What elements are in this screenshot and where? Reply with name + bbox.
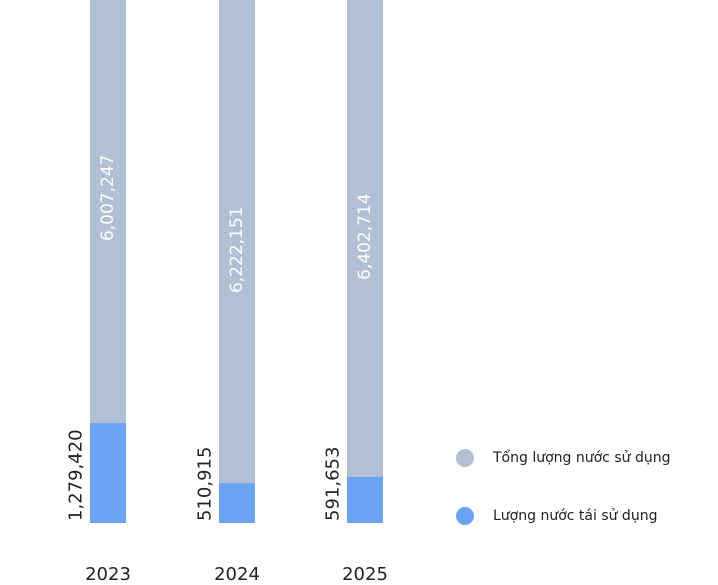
value-label-total-2024: 6,222,151 bbox=[227, 206, 247, 293]
legend-label-total: Tổng lượng nước sử dụng bbox=[493, 450, 671, 466]
category-label-2024: 2024 bbox=[214, 564, 260, 585]
bar-reuse-2025 bbox=[347, 476, 383, 523]
bar-reuse-2023 bbox=[90, 423, 126, 523]
category-label-2023: 2023 bbox=[85, 564, 131, 585]
value-label-total-2025: 6,402,714 bbox=[355, 193, 375, 280]
legend: Tổng lượng nước sử dụng Lượng nước tái s… bbox=[456, 444, 718, 560]
legend-swatch-reuse bbox=[456, 507, 474, 525]
value-label-reuse-2024: 510,915 bbox=[195, 447, 216, 521]
legend-item-reuse: Lượng nước tái sử dụng bbox=[456, 502, 718, 530]
value-label-reuse-2025: 591,653 bbox=[323, 447, 344, 521]
bar-reuse-2024 bbox=[219, 483, 255, 523]
bar-total-2024 bbox=[219, 0, 255, 484]
legend-label-reuse: Lượng nước tái sử dụng bbox=[493, 508, 658, 524]
bar-total-2025 bbox=[347, 0, 383, 477]
value-label-total-2023: 6,007,247 bbox=[98, 155, 118, 242]
legend-item-total: Tổng lượng nước sử dụng bbox=[456, 444, 718, 472]
value-label-reuse-2023: 1,279,420 bbox=[66, 429, 87, 521]
bar-total-2023 bbox=[90, 0, 126, 424]
legend-swatch-total bbox=[456, 449, 474, 467]
category-label-2025: 2025 bbox=[342, 564, 388, 585]
